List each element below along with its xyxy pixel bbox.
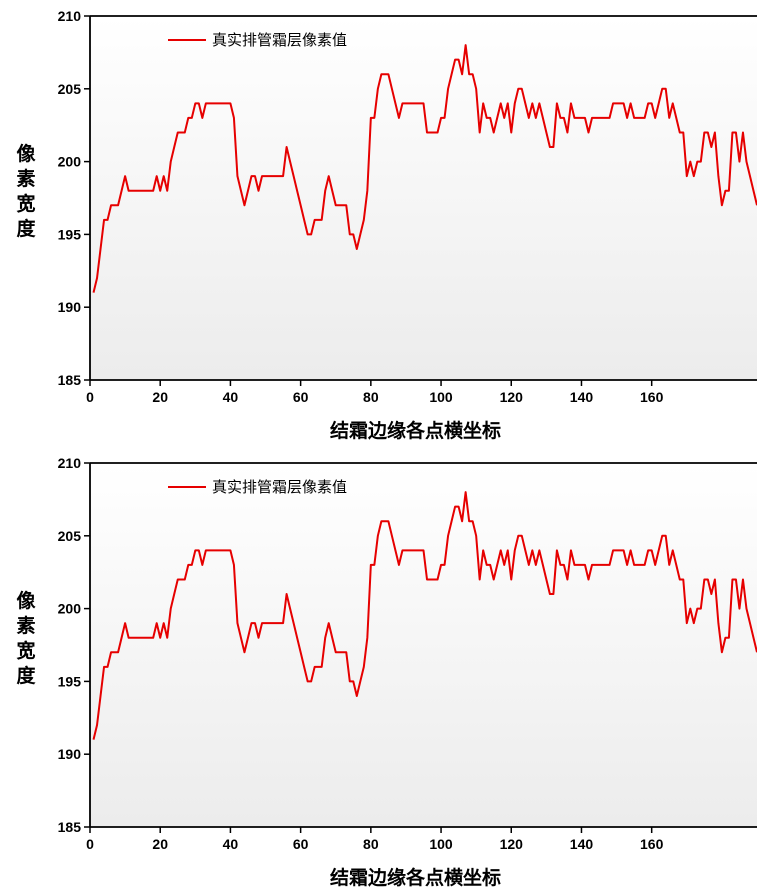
x-tick-label: 120 bbox=[500, 836, 524, 852]
chart-top: 185 190 195 200 205 210 0 20 40 60 80 100 120 140 160 结… bbox=[16, 8, 757, 442]
y-tick-label: 200 bbox=[58, 601, 82, 617]
legend-label: 真实排管霜层像素值 bbox=[212, 478, 347, 496]
y-tick-label: 205 bbox=[58, 528, 82, 544]
y-tick-label: 200 bbox=[58, 154, 82, 170]
x-tick-label: 100 bbox=[429, 389, 453, 405]
x-tick-label: 60 bbox=[293, 836, 309, 852]
x-tick-label: 80 bbox=[363, 389, 379, 405]
plot-area bbox=[90, 16, 757, 380]
x-tick-label: 140 bbox=[570, 389, 594, 405]
y-tick-label: 210 bbox=[58, 455, 82, 471]
x-tick-label: 40 bbox=[223, 389, 239, 405]
y-tick-label: 185 bbox=[58, 819, 82, 835]
y-tick-label: 195 bbox=[58, 226, 82, 242]
x-tick-label: 100 bbox=[429, 836, 453, 852]
series-line bbox=[92, 491, 757, 740]
y-axis-label: 像素宽度 bbox=[16, 142, 36, 240]
y-tick-label: 190 bbox=[58, 299, 82, 315]
x-tick-label: 160 bbox=[640, 389, 664, 405]
chart-bottom: 185 190 195 200 205 210 0 20 40 60 80 100 120 140 160 结… bbox=[16, 455, 757, 889]
x-tick-label: 20 bbox=[152, 836, 168, 852]
x-tick-label: 60 bbox=[293, 389, 309, 405]
x-tick-label: 120 bbox=[500, 389, 524, 405]
x-tick-label: 0 bbox=[86, 836, 94, 852]
legend-label: 真实排管霜层像素值 bbox=[212, 31, 347, 49]
x-tick-label: 140 bbox=[570, 836, 594, 852]
series-line bbox=[92, 44, 757, 293]
x-axis-label: 结霜边缘各点横坐标 bbox=[330, 419, 501, 442]
plot-area bbox=[90, 463, 757, 827]
x-tick-label: 20 bbox=[152, 389, 168, 405]
y-axis-label: 像素宽度 bbox=[16, 589, 36, 687]
y-tick-label: 190 bbox=[58, 746, 82, 762]
y-tick-label: 195 bbox=[58, 673, 82, 689]
x-axis-label: 结霜边缘各点横坐标 bbox=[330, 866, 501, 889]
x-tick-label: 40 bbox=[223, 836, 239, 852]
x-tick-label: 80 bbox=[363, 836, 379, 852]
y-tick-label: 210 bbox=[58, 8, 82, 24]
y-tick-label: 185 bbox=[58, 372, 82, 388]
x-tick-label: 160 bbox=[640, 836, 664, 852]
y-tick-label: 205 bbox=[58, 81, 82, 97]
x-tick-label: 0 bbox=[86, 389, 94, 405]
